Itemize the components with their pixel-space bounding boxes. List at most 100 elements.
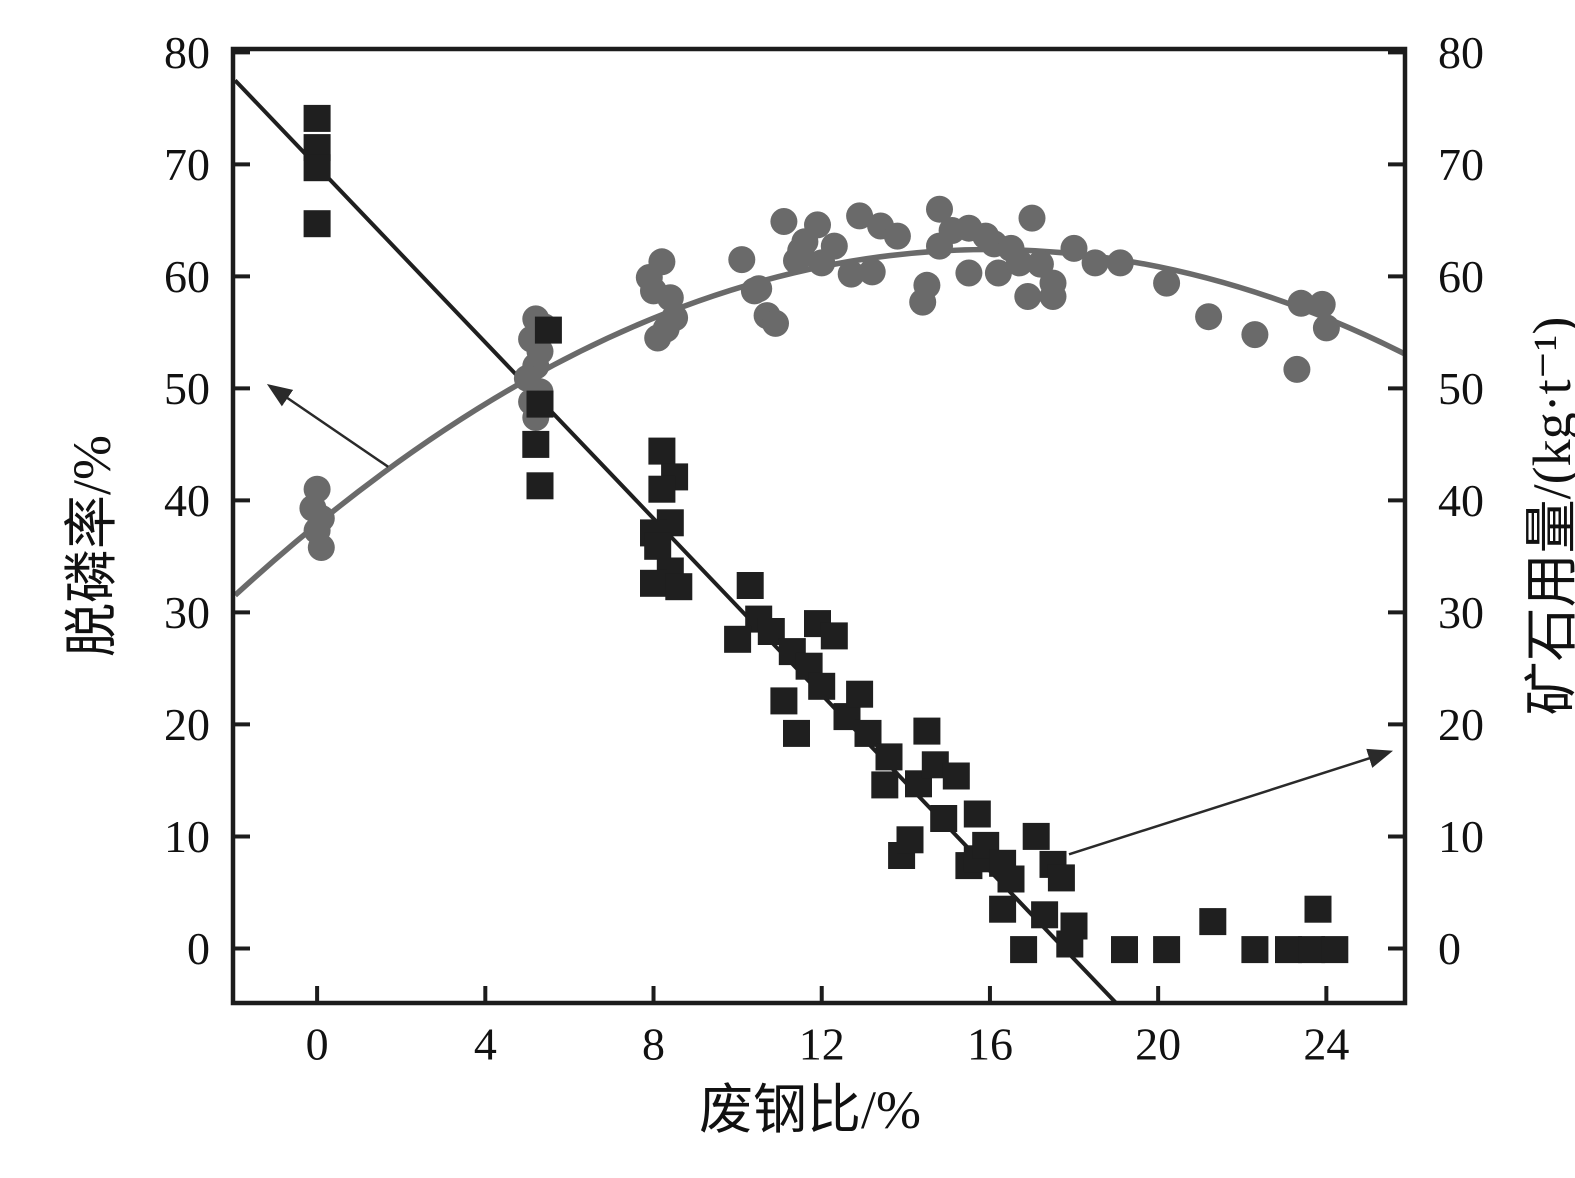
dephosphorization-point [1195,303,1223,331]
left-tick-label: 60 [164,251,210,302]
ore-consumption-point [871,771,899,799]
dephosphorization-point [1283,355,1311,383]
x-tick-label: 8 [642,1019,665,1070]
x-tick-label: 4 [474,1019,497,1070]
left-tick-label: 50 [164,363,210,414]
ore-consumption-point [875,743,903,771]
dephosphorization-point [1312,314,1340,342]
dephosphorization-point [1241,321,1269,349]
axis-pointer-arrows [266,384,1394,856]
right-tick-label: 0 [1438,923,1461,974]
dephosphorization-point [955,259,983,287]
ore-consumption-point [1153,936,1181,964]
ore-consumption-point [942,762,970,790]
x-axis-title: 废钢比/% [699,1080,921,1140]
left-tick-label: 80 [164,27,210,78]
plot-border [230,46,1408,1006]
left-tick-label: 10 [164,811,210,862]
dephosphorization-point [820,232,848,260]
dephosphorization-point [1106,249,1134,277]
left-tick-label: 40 [164,475,210,526]
ore-consumption-point [1022,822,1050,850]
ore-consumption-point [1047,864,1075,892]
dephosphorization-point [846,202,874,230]
ore-consumption-point [1275,936,1302,964]
ore-consumption-point [648,437,676,465]
dephosphorization-point [762,309,789,337]
dephosphorization-point [1308,290,1336,318]
right-tick-label: 40 [1438,475,1484,526]
ore-consumption-point [303,154,331,182]
left-tick-label: 0 [187,923,210,974]
ore-consumption-series [303,104,1349,964]
right-tick-label: 10 [1438,811,1484,862]
right-tick-label: 50 [1438,363,1484,414]
dephosphorization-point [1060,234,1088,262]
ore-consumption-point [526,472,554,500]
ore-consumption-point [1321,936,1349,964]
left-tick-label: 30 [164,587,210,638]
x-tick-label: 24 [1303,1019,1349,1070]
dephosphorization-point [745,275,773,303]
ore-consumption-point [534,316,562,344]
x-tick-label: 16 [967,1019,1013,1070]
ore-consumption-point [640,569,667,597]
chart-canvas: 0 4 8 12 16 20 24 80 70 60 50 40 30 20 10 0 80 70 60 50 40 30… [62,27,1575,1140]
dephosphorization-point [804,211,831,239]
left-axis-title: 脱磷率/% [62,435,122,657]
dephosphorization-point [307,534,335,561]
ore-consumption-point [736,572,764,599]
dephosphorization-point [913,271,941,299]
ore-consumption-point [913,717,941,745]
ore-consumption-point [665,573,693,601]
dephosphorization-point [1153,269,1181,297]
ore-consumption-point [1241,936,1269,964]
left-tick-label: 70 [164,139,210,190]
ore-consumption-point [820,622,848,650]
ore-consumption-point [997,865,1025,893]
dephosphorization-point [728,246,756,274]
right-axis-title: 矿石用量/(kg·t⁻¹) [1522,317,1575,716]
axis-ticks [233,50,1405,1003]
ore-consumption-point [846,680,874,708]
right-tick-label: 60 [1438,251,1484,302]
dephosphorization-point [1018,204,1046,232]
dephosphorization-point [1081,249,1109,277]
dephosphorization-point [1014,283,1042,310]
ore-consumption-point [303,104,331,132]
dephosphorization-point [1005,249,1033,277]
right-tick-label: 20 [1438,699,1484,750]
right-axis-pointer-arrow [1068,748,1394,856]
ore-consumption-point [930,805,958,832]
left-axis-pointer-arrow [266,384,389,468]
ore-consumption-point [1056,930,1084,958]
ore-consumption-point [644,532,672,560]
right-tick-label: 30 [1438,587,1484,638]
dephosphorization-point [984,259,1012,287]
dephosphorization-series [299,195,1340,561]
x-tick-label: 0 [306,1019,329,1070]
dephosphorization-point [1026,250,1054,278]
tick-labels: 0 4 8 12 16 20 24 80 70 60 50 40 30 20 10 0 80 70 60 50 40 30… [164,27,1484,1070]
ore-consumption-point [526,390,554,418]
scatter-chart-figure: 0 4 8 12 16 20 24 80 70 60 50 40 30 20 10 0 80 70 60 50 40 30… [40,16,1575,1162]
right-tick-label: 80 [1438,27,1484,78]
ore-consumption-point [522,430,550,458]
ore-consumption-point [808,672,836,700]
ore-consumption-point [896,826,924,854]
ore-consumption-point [989,895,1017,923]
dephosphorization-point [1287,289,1315,317]
ore-consumption-point [1298,936,1326,964]
x-tick-label: 20 [1135,1019,1181,1070]
left-tick-label: 20 [164,699,210,750]
dephosphorization-point [656,284,684,312]
ore-consumption-point [724,625,752,653]
ore-consumption-point [770,687,798,715]
dephosphorization-point [926,195,953,223]
ore-consumption-point [1199,908,1227,936]
ore-consumption-point [1031,901,1059,929]
ore-consumption-point [854,719,882,747]
dephosphorization-point [644,324,672,352]
dephosphorization-point [837,260,865,288]
ore-consumption-point [963,800,991,828]
